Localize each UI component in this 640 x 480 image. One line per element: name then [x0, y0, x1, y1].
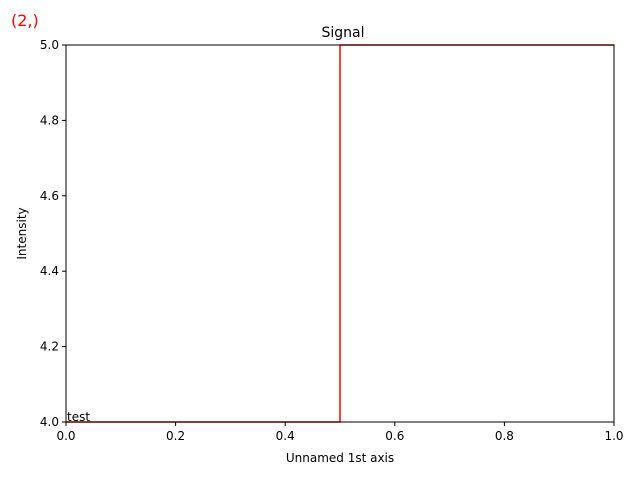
y-tick-label: 4.8	[40, 113, 59, 127]
y-axis: 4.0 4.2 4.4 4.6 4.8 5.0	[40, 38, 66, 429]
y-tick-label: 4.0	[40, 415, 59, 429]
x-axis: 0.0 0.2 0.4 0.6 0.8 1.0	[56, 422, 624, 443]
x-tick-label: 0.8	[495, 429, 514, 443]
annotation-text: test	[67, 410, 90, 424]
x-tick-label: 0.6	[385, 429, 404, 443]
y-tick-label: 5.0	[40, 38, 59, 52]
axes-frame	[65, 44, 615, 423]
series-line	[66, 44, 614, 423]
x-tick-label: 0.2	[166, 429, 185, 443]
corner-label: (2,)	[11, 11, 39, 30]
y-tick-label: 4.6	[40, 189, 59, 203]
y-tick-label: 4.4	[40, 264, 59, 278]
x-axis-label: Unnamed 1st axis	[286, 451, 394, 465]
y-axis-label: Intensity	[15, 207, 29, 259]
chart-title: Signal	[321, 25, 364, 41]
x-tick-label: 1.0	[604, 429, 623, 443]
plot-area	[66, 44, 614, 423]
x-tick-label: 0.0	[56, 429, 75, 443]
x-tick-label: 0.4	[276, 429, 295, 443]
y-tick-label: 4.2	[40, 340, 59, 354]
